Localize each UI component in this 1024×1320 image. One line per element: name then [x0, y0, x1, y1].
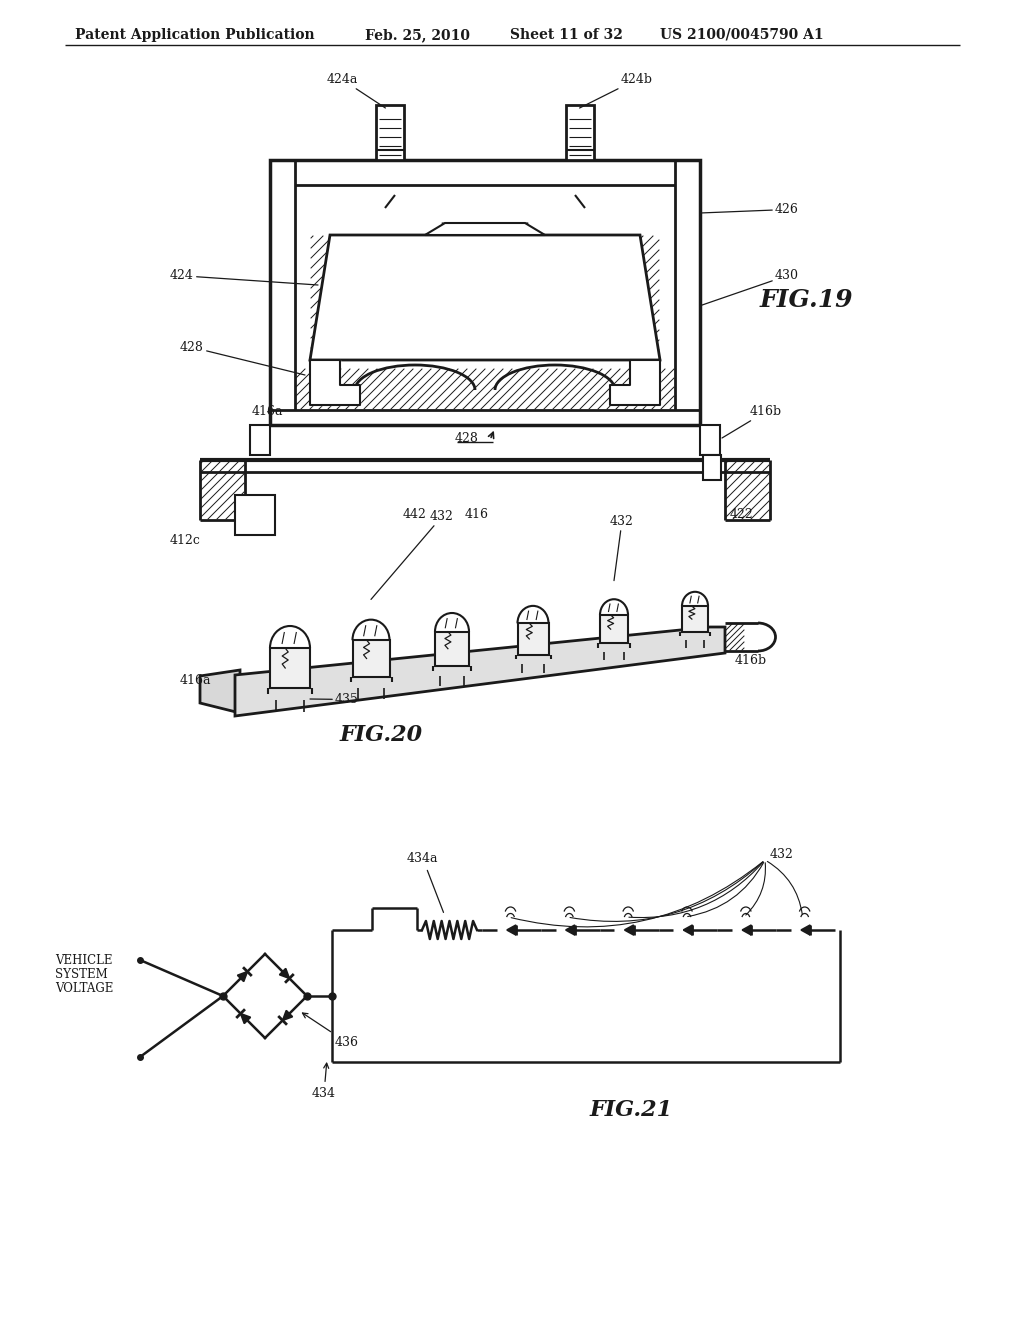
Bar [270, 160, 700, 425]
Text: 428: 428 [455, 432, 479, 445]
Text: 416b: 416b [735, 653, 767, 667]
Text: 435: 435 [310, 693, 358, 706]
Text: 424: 424 [170, 269, 318, 285]
Bar [270, 411, 700, 425]
Text: 442: 442 [403, 508, 427, 521]
Text: 412c: 412c [170, 533, 201, 546]
Text: 426: 426 [700, 203, 799, 216]
Polygon shape [234, 627, 725, 715]
Polygon shape [250, 425, 270, 455]
Text: 432: 432 [371, 510, 454, 599]
Bar [517, 623, 549, 655]
Text: Sheet 11 of 32: Sheet 11 of 32 [510, 28, 623, 42]
Polygon shape [310, 235, 660, 360]
Polygon shape [241, 1014, 251, 1023]
Polygon shape [625, 925, 634, 935]
Polygon shape [238, 972, 248, 982]
Bar [675, 160, 700, 425]
Text: US 2100/0045790 A1: US 2100/0045790 A1 [660, 28, 823, 42]
Text: Feb. 25, 2010: Feb. 25, 2010 [365, 28, 470, 42]
Polygon shape [310, 360, 360, 405]
Bar [435, 632, 469, 665]
Text: 416: 416 [465, 508, 489, 521]
Text: FIG.21: FIG.21 [590, 1100, 673, 1121]
Text: FIG.20: FIG.20 [340, 723, 423, 746]
Text: FIG.19: FIG.19 [760, 288, 853, 312]
Text: 416a: 416a [180, 673, 212, 686]
Text: 432: 432 [770, 849, 794, 862]
Bar [703, 455, 721, 480]
Bar [270, 648, 310, 688]
Polygon shape [610, 360, 660, 405]
Text: 432: 432 [610, 515, 634, 581]
Text: 430: 430 [700, 269, 799, 306]
Polygon shape [507, 925, 516, 935]
Polygon shape [565, 925, 574, 935]
Bar [565, 106, 594, 160]
Text: 434a: 434a [407, 851, 443, 912]
Text: SYSTEM: SYSTEM [55, 968, 108, 981]
Text: 428: 428 [180, 341, 305, 375]
Bar [600, 615, 628, 643]
Text: 416b: 416b [722, 405, 782, 438]
Text: 424b: 424b [580, 73, 652, 108]
Polygon shape [700, 425, 720, 455]
Text: VEHICLE: VEHICLE [55, 953, 113, 966]
Text: 424a: 424a [327, 73, 385, 108]
Bar [352, 640, 389, 677]
Polygon shape [280, 969, 290, 978]
Bar [682, 606, 708, 632]
Text: Patent Application Publication: Patent Application Publication [75, 28, 314, 42]
Bar [270, 160, 295, 425]
Polygon shape [801, 925, 810, 935]
Text: VOLTAGE: VOLTAGE [55, 982, 114, 994]
Text: 422: 422 [730, 508, 754, 521]
Bar [234, 495, 275, 535]
Bar [270, 160, 700, 185]
Text: 416a: 416a [252, 405, 284, 418]
Text: 436: 436 [302, 1012, 359, 1049]
Polygon shape [425, 223, 545, 235]
Polygon shape [200, 671, 240, 713]
Polygon shape [742, 925, 752, 935]
Text: 434: 434 [312, 1063, 336, 1100]
Polygon shape [283, 1011, 293, 1020]
Bar [377, 106, 404, 160]
Polygon shape [683, 925, 692, 935]
